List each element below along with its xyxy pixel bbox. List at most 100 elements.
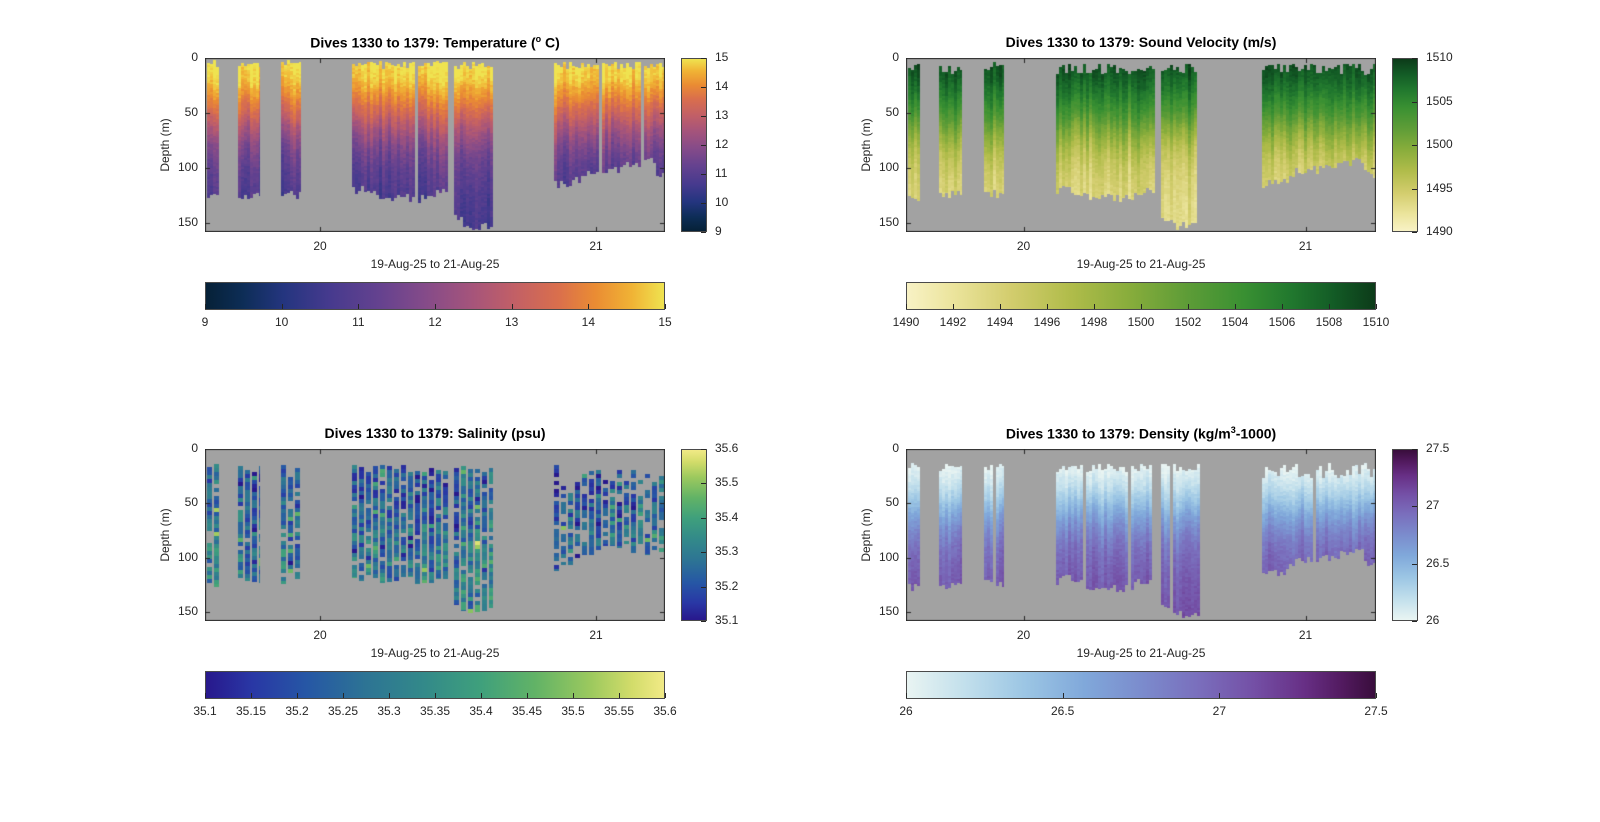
heatmap-canvas bbox=[205, 449, 665, 621]
colorbar-tick bbox=[343, 693, 344, 698]
colorbar-tick bbox=[358, 304, 360, 309]
colorbar-tick-label: 1504 bbox=[1221, 315, 1249, 329]
panel-title-part: Dives 1330 to 1379: Sound Velocity (m/s) bbox=[1005, 34, 1277, 50]
y-axis-label: Depth (m) bbox=[859, 508, 873, 562]
vertical-colorbar bbox=[681, 449, 707, 621]
y-tick-label: 50 bbox=[885, 495, 899, 510]
colorbar-tick bbox=[665, 693, 666, 698]
y-tick-label: 150 bbox=[177, 604, 198, 619]
colorbar-tick bbox=[1376, 693, 1377, 698]
colorbar-tick bbox=[701, 483, 706, 485]
colorbar-tick bbox=[1412, 506, 1417, 508]
colorbar-tick-label: 35.6 bbox=[715, 441, 739, 455]
colorbar-tick-label: 35.5 bbox=[561, 704, 585, 718]
colorbar-tick bbox=[1329, 304, 1330, 309]
colorbar-tick-label: 27 bbox=[1212, 704, 1227, 718]
colorbar-tick bbox=[619, 693, 620, 698]
panel-title: Dives 1330 to 1379: Sound Velocity (m/s) bbox=[1006, 34, 1277, 50]
colorbar-tick-label: 11 bbox=[352, 315, 365, 329]
y-axis-label: Depth (m) bbox=[859, 118, 873, 172]
colorbar-tick-label: 35.3 bbox=[715, 544, 739, 559]
colorbar-tick bbox=[1141, 304, 1142, 309]
x-axis-label: 19-Aug-25 to 21-Aug-25 bbox=[1076, 257, 1206, 271]
colorbar-tick bbox=[511, 304, 513, 309]
colorbar-tick-label: 1495 bbox=[1426, 180, 1453, 195]
colorbar-tick-label: 27.5 bbox=[1426, 441, 1450, 455]
colorbar-tick bbox=[953, 304, 954, 309]
colorbar-tick-label: 35.25 bbox=[327, 704, 359, 718]
vertical-colorbar bbox=[1392, 449, 1418, 621]
colorbar-tick-label: 35.15 bbox=[235, 704, 267, 718]
colorbar-tick bbox=[1219, 693, 1221, 698]
colorbar-tick-label: 1500 bbox=[1127, 315, 1155, 329]
colorbar-tick-label: 1505 bbox=[1426, 93, 1453, 108]
colorbar-tick-label: 1506 bbox=[1268, 315, 1296, 329]
colorbar-tick bbox=[1235, 304, 1236, 309]
colorbar-tick bbox=[1000, 304, 1001, 309]
y-tick-label: 0 bbox=[892, 50, 899, 64]
colorbar-tick bbox=[1412, 563, 1417, 565]
colorbar-tick bbox=[906, 304, 907, 309]
colorbar-tick bbox=[701, 449, 706, 450]
colorbar-tick bbox=[665, 304, 666, 309]
colorbar-tick-label: 1502 bbox=[1174, 315, 1202, 329]
colorbar-tick bbox=[1412, 449, 1417, 450]
y-tick-label: 150 bbox=[177, 215, 198, 230]
colorbar-tick bbox=[1376, 304, 1377, 309]
x-tick-label: 21 bbox=[589, 628, 603, 642]
colorbar-tick-label: 9 bbox=[715, 224, 722, 238]
colorbar-tick bbox=[435, 693, 436, 698]
colorbar-tick bbox=[701, 116, 706, 117]
colorbar-tick-label: 26 bbox=[1426, 613, 1440, 627]
panel-title-part: -1000) bbox=[1235, 425, 1277, 442]
x-tick-label: 21 bbox=[589, 239, 603, 253]
panel-title: Dives 1330 to 1379: Salinity (psu) bbox=[325, 425, 546, 441]
colorbar-tick-label: 12 bbox=[715, 137, 729, 151]
y-tick-label: 50 bbox=[184, 495, 198, 510]
colorbar-tick bbox=[588, 304, 590, 309]
x-tick-label: 20 bbox=[1016, 628, 1031, 642]
colorbar-tick-label: 35.5 bbox=[715, 475, 739, 490]
colorbar-tick bbox=[481, 693, 482, 698]
panel-title-part: C) bbox=[541, 34, 560, 51]
colorbar-tick bbox=[205, 693, 206, 698]
colorbar-tick-label: 35.45 bbox=[511, 704, 543, 718]
colorbar-tick-label: 12 bbox=[428, 315, 442, 329]
colorbar-tick bbox=[1412, 101, 1417, 103]
panel-title: Dives 1330 to 1379: Temperature (o C) bbox=[310, 34, 560, 51]
colorbar-tick-label: 13 bbox=[504, 315, 519, 329]
colorbar-tick bbox=[1047, 304, 1048, 309]
colorbar-tick bbox=[1412, 232, 1417, 233]
y-tick-label: 150 bbox=[878, 215, 899, 230]
colorbar-tick-label: 35.2 bbox=[715, 578, 739, 593]
colorbar-tick-label: 1508 bbox=[1315, 315, 1343, 329]
horizontal-colorbar bbox=[906, 671, 1376, 699]
colorbar-tick bbox=[701, 203, 706, 204]
colorbar-tick bbox=[1282, 304, 1283, 309]
colorbar-tick-label: 1500 bbox=[1426, 137, 1453, 151]
colorbar-tick-label: 1510 bbox=[1362, 315, 1390, 329]
colorbar-tick-label: 1498 bbox=[1080, 315, 1108, 329]
colorbar-tick-label: 1490 bbox=[1426, 224, 1453, 238]
y-axis-label: Depth (m) bbox=[158, 508, 172, 562]
colorbar-tick-label: 1490 bbox=[892, 315, 920, 329]
colorbar-tick bbox=[573, 693, 574, 698]
colorbar-tick bbox=[701, 552, 706, 554]
panel-title: Dives 1330 to 1379: Density (kg/m3-1000) bbox=[1006, 425, 1276, 442]
y-tick-label: 0 bbox=[892, 441, 899, 455]
colorbar-tick-label: 35.1 bbox=[193, 704, 217, 718]
colorbar-tick bbox=[1062, 693, 1064, 698]
colorbar-tick bbox=[701, 145, 706, 146]
colorbar-tick bbox=[1094, 304, 1095, 309]
colorbar-tick-label: 1492 bbox=[939, 315, 967, 329]
colorbar-tick-label: 10 bbox=[274, 315, 289, 329]
colorbar-tick bbox=[701, 174, 706, 175]
colorbar-tick bbox=[701, 621, 706, 622]
heatmap-canvas bbox=[906, 58, 1376, 232]
colorbar-tick-label: 14 bbox=[715, 79, 729, 93]
heatmap-canvas bbox=[205, 58, 665, 232]
colorbar-tick-label: 11 bbox=[715, 166, 728, 180]
colorbar-tick bbox=[701, 87, 706, 88]
x-tick-label: 21 bbox=[1298, 628, 1313, 642]
x-tick-label: 20 bbox=[1016, 239, 1031, 253]
